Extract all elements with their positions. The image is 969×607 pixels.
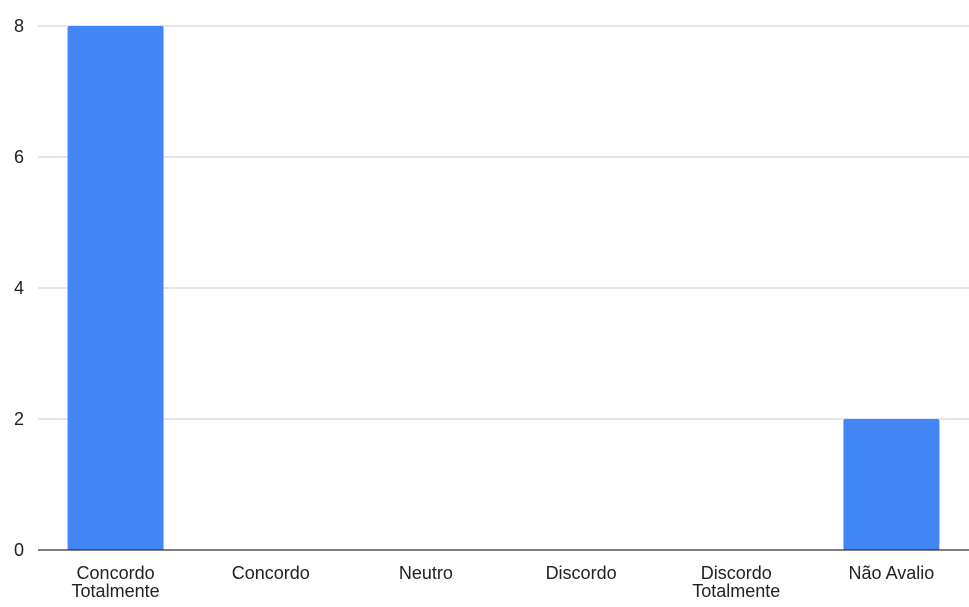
x-tick-label-2: Neutro (399, 563, 453, 583)
x-tick-label-3: Discordo (546, 563, 617, 583)
bar-0 (67, 26, 164, 550)
y-tick-label-6: 6 (14, 147, 24, 167)
x-axis-tick-labels: Concordo Totalmente Concordo Neutro Discordo… (72, 563, 935, 601)
y-tick-label-4: 4 (14, 278, 24, 298)
x-tick-label-1: Concordo (232, 563, 310, 583)
x-tick-label-0: Concordo Totalmente (72, 563, 160, 601)
x-tick-label-4: Discordo Totalmente (692, 563, 780, 601)
bars (67, 26, 940, 550)
bar-5 (843, 419, 940, 550)
y-axis-tick-labels: 0 2 4 6 8 (14, 16, 24, 560)
gridlines (38, 25, 969, 420)
x-tick-label-5: Não Avalio (849, 563, 935, 583)
y-tick-label-0: 0 (14, 540, 24, 560)
y-tick-label-8: 8 (14, 16, 24, 36)
y-tick-label-2: 2 (14, 409, 24, 429)
